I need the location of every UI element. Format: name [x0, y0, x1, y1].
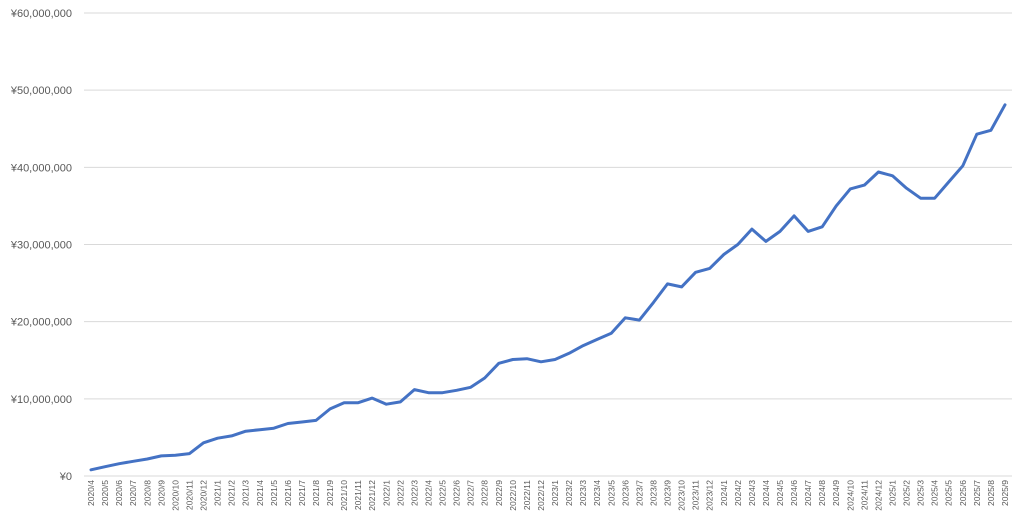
x-tick-label: 2025/1	[887, 480, 897, 506]
x-tick-label: 2024/9	[831, 480, 841, 506]
x-tick-label: 2021/6	[283, 480, 293, 506]
x-tick-label: 2022/7	[466, 480, 476, 506]
x-tick-label: 2021/5	[269, 480, 279, 506]
x-tick-label: 2023/3	[578, 480, 588, 506]
x-tick-label: 2020/6	[114, 480, 124, 506]
x-tick-label: 2025/4	[930, 480, 940, 506]
x-tick-label: 2022/5	[438, 480, 448, 506]
y-tick-label: ¥60,000,000	[10, 8, 72, 20]
x-tick-label: 2020/12	[199, 480, 209, 511]
x-tick-label: 2022/11	[522, 480, 532, 510]
x-tick-label: 2022/4	[423, 480, 433, 506]
x-tick-label: 2022/6	[452, 480, 462, 506]
x-tick-label: 2021/2	[227, 480, 237, 506]
x-tick-label: 2021/3	[241, 480, 251, 506]
x-tick-label: 2024/8	[817, 480, 827, 506]
x-tick-label: 2023/11	[691, 480, 701, 510]
x-tick-label: 2024/5	[775, 480, 785, 506]
y-tick-label: ¥20,000,000	[10, 317, 72, 329]
x-tick-label: 2022/3	[409, 480, 419, 506]
x-tick-label: 2025/9	[1000, 480, 1010, 506]
x-tick-label: 2022/12	[536, 480, 546, 511]
x-tick-label: 2024/4	[761, 480, 771, 506]
x-tick-label: 2025/8	[986, 480, 996, 506]
x-tick-label: 2022/8	[480, 480, 490, 506]
x-tick-label: 2022/2	[395, 480, 405, 506]
x-tick-label: 2023/4	[592, 480, 602, 506]
x-tick-label: 2022/1	[381, 480, 391, 506]
y-tick-label: ¥0	[59, 471, 72, 483]
x-tick-label: 2020/5	[100, 480, 110, 506]
x-tick-label: 2024/12	[873, 480, 883, 511]
x-tick-label: 2021/11	[353, 480, 363, 510]
y-tick-label: ¥40,000,000	[10, 162, 72, 174]
x-tick-label: 2025/2	[902, 480, 912, 506]
x-tick-label: 2025/6	[958, 480, 968, 506]
x-tick-label: 2023/7	[634, 480, 644, 506]
x-tick-label: 2021/9	[325, 480, 335, 506]
y-tick-label: ¥30,000,000	[10, 240, 72, 252]
line	[89, 103, 1007, 472]
x-tick-label: 2024/11	[859, 480, 869, 510]
x-tick-label: 2024/2	[733, 480, 743, 506]
x-tick-label: 2022/9	[494, 480, 504, 506]
x-tick-label: 2022/10	[508, 480, 518, 511]
x-tick-label: 2023/8	[648, 480, 658, 506]
x-tick-label: 2021/10	[339, 480, 349, 511]
x-tick-label: 2020/11	[184, 480, 194, 510]
x-tick-label: 2020/4	[86, 480, 96, 506]
x-tick-label: 2020/8	[142, 480, 152, 506]
x-tick-label: 2025/5	[944, 480, 954, 506]
x-tick-label: 2025/7	[972, 480, 982, 506]
x-tick-label: 2025/3	[916, 480, 926, 506]
x-tick-label: 2020/9	[156, 480, 166, 506]
x-tick-label: 2024/10	[845, 480, 855, 511]
x-tick-label: 2020/10	[170, 480, 180, 511]
x-tick-label: 2023/6	[620, 480, 630, 506]
x-tick-label: 2024/6	[789, 480, 799, 506]
x-tick-label: 2023/10	[677, 480, 687, 511]
x-tick-label: 2024/3	[747, 480, 757, 506]
x-tick-label: 2023/12	[705, 480, 715, 511]
x-tick-label: 2023/1	[550, 480, 560, 506]
x-tick-label: 2023/2	[564, 480, 574, 506]
y-tick-label: ¥50,000,000	[10, 85, 72, 97]
x-tick-label: 2021/8	[311, 480, 321, 506]
x-tick-label: 2024/1	[719, 480, 729, 506]
x-tick-label: 2020/7	[128, 480, 138, 506]
x-tick-label: 2023/5	[606, 480, 616, 506]
y-tick-label: ¥10,000,000	[10, 394, 72, 406]
x-tick-label: 2021/4	[255, 480, 265, 506]
x-tick-label: 2023/9	[663, 480, 673, 506]
x-tick-label: 2024/7	[803, 480, 813, 506]
x-tick-label: 2021/1	[213, 480, 223, 506]
x-tick-label: 2021/12	[367, 480, 377, 511]
x-tick-label: 2021/7	[297, 480, 307, 506]
